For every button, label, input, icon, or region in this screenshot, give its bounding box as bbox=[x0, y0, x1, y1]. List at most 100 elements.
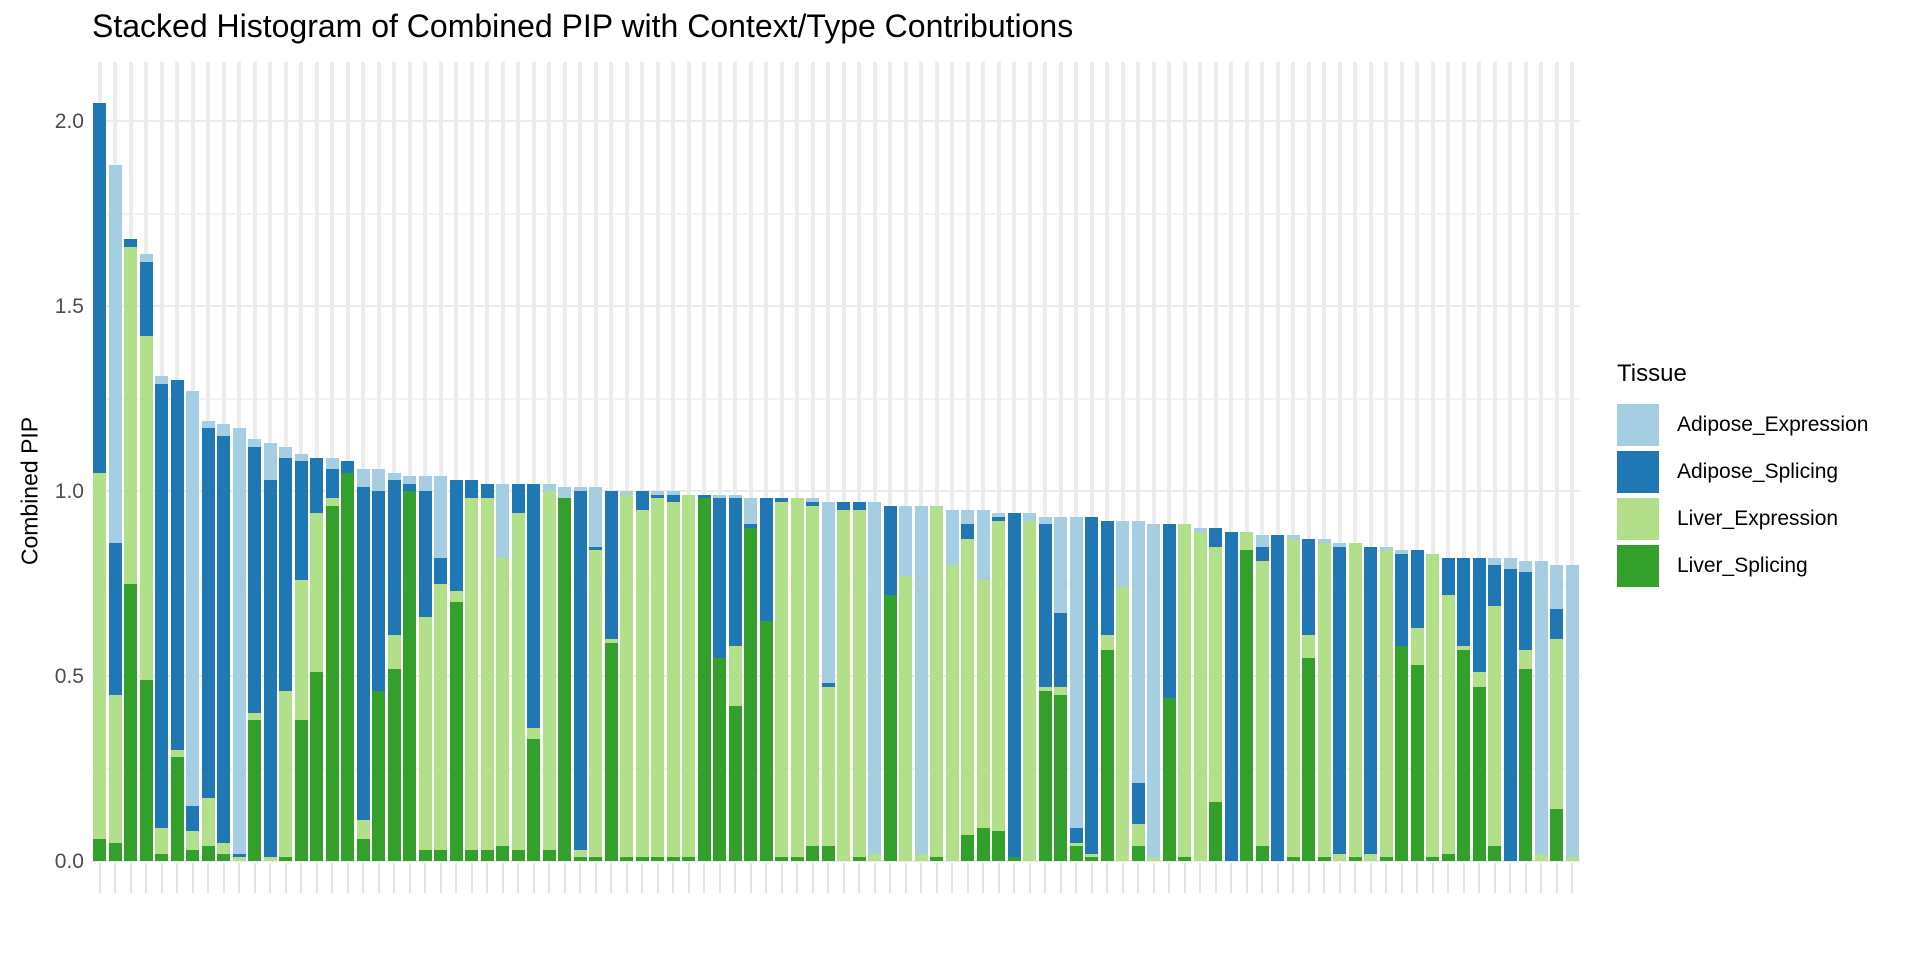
x-gridline-stripe bbox=[1306, 62, 1311, 861]
x-gridline-stripe bbox=[934, 62, 939, 861]
legend-item: Liver_Expression bbox=[1617, 498, 1917, 540]
bar-segment-adipose_splicing bbox=[1007, 513, 1021, 858]
x-axis-tick-mark bbox=[222, 863, 225, 893]
bar-slot bbox=[1456, 62, 1472, 861]
bar-slot bbox=[914, 62, 930, 861]
x-axis-tick bbox=[681, 861, 697, 895]
bar-stack bbox=[480, 483, 494, 861]
bar-stack bbox=[651, 491, 665, 861]
bar-slot bbox=[1131, 62, 1147, 861]
bar-stack bbox=[1426, 553, 1440, 861]
bar-segment-adipose_splicing bbox=[1441, 557, 1455, 595]
x-axis-tick bbox=[1100, 861, 1116, 895]
bar-stack bbox=[1038, 516, 1052, 861]
x-axis-tick bbox=[1193, 861, 1209, 895]
bar-segment-liver_splicing bbox=[713, 657, 727, 861]
bar-segment-liver_splicing bbox=[1395, 646, 1409, 861]
x-axis-tick-mark bbox=[1214, 863, 1217, 893]
bar-segment-adipose_expression bbox=[232, 428, 246, 854]
bar-segment-liver_expression bbox=[930, 505, 944, 858]
bar-slot bbox=[1022, 62, 1038, 861]
x-gridline-stripe bbox=[841, 62, 846, 861]
bar-stack bbox=[1147, 524, 1161, 861]
x-axis-tick bbox=[170, 861, 186, 895]
x-axis-tick-mark bbox=[470, 863, 473, 893]
x-axis-tick-mark bbox=[610, 863, 613, 893]
x-axis-tick bbox=[821, 861, 837, 895]
bar-segment-adipose_splicing bbox=[728, 498, 742, 647]
bar-segment-adipose_expression bbox=[496, 483, 510, 558]
bar-segment-adipose_splicing bbox=[744, 524, 758, 528]
bar-segment-liver_splicing bbox=[744, 528, 758, 861]
bar-segment-adipose_splicing bbox=[1224, 531, 1238, 861]
bar-segment-liver_splicing bbox=[1488, 846, 1502, 861]
x-axis-tick bbox=[1069, 861, 1085, 895]
bar-slot bbox=[821, 62, 837, 861]
bar-slot bbox=[1038, 62, 1054, 861]
x-axis-tick-mark bbox=[284, 863, 287, 893]
bar-segment-adipose_splicing bbox=[1271, 535, 1285, 861]
bar-stack bbox=[155, 376, 169, 861]
bar-segment-liver_splicing bbox=[1255, 846, 1269, 861]
bar-segment-adipose_expression bbox=[1193, 528, 1207, 532]
x-axis-tick bbox=[1255, 861, 1271, 895]
x-axis-tick-mark bbox=[734, 863, 737, 893]
bar-segment-adipose_expression bbox=[248, 439, 262, 447]
bar-slot bbox=[1177, 62, 1193, 861]
bar-segment-liver_expression bbox=[480, 498, 494, 850]
x-axis-tick-mark bbox=[1478, 863, 1481, 893]
bar-stack bbox=[124, 239, 138, 861]
x-gridline-stripe bbox=[1120, 62, 1125, 861]
bar-stack bbox=[232, 428, 246, 861]
x-gridline-stripe bbox=[593, 62, 598, 861]
x-axis-tick bbox=[325, 861, 341, 895]
x-axis-tick-mark bbox=[114, 863, 117, 893]
bar-segment-adipose_expression bbox=[1379, 546, 1393, 551]
x-axis-tick-mark bbox=[160, 863, 163, 893]
bar-slot bbox=[1239, 62, 1255, 861]
bar-segment-adipose_expression bbox=[279, 446, 293, 458]
bar-stack bbox=[666, 491, 680, 861]
bar-segment-adipose_expression bbox=[744, 498, 758, 525]
x-axis-tick-mark bbox=[238, 863, 241, 893]
bar-segment-liver_splicing bbox=[1240, 550, 1254, 861]
bar-stack bbox=[1550, 565, 1564, 861]
bar-segment-liver_expression bbox=[666, 502, 680, 858]
x-gridline-stripe bbox=[578, 62, 583, 861]
bar-segment-adipose_expression bbox=[620, 491, 634, 495]
x-gridline-stripe bbox=[1167, 62, 1172, 861]
bar-stack bbox=[527, 483, 541, 861]
y-tick-label: 0.0 bbox=[54, 850, 84, 873]
bar-segment-liver_expression bbox=[387, 635, 401, 669]
bar-slot bbox=[356, 62, 372, 861]
bar-segment-liver_expression bbox=[93, 472, 107, 839]
x-axis-tick-mark bbox=[1152, 863, 1155, 893]
x-axis-tick bbox=[123, 861, 139, 895]
bar-stack bbox=[1054, 516, 1068, 861]
bar-segment-adipose_expression bbox=[201, 420, 215, 429]
x-axis-tick bbox=[573, 861, 589, 895]
legend-items: Adipose_Expression Adipose_Splicing Liver_… bbox=[1617, 404, 1917, 587]
bar-segment-liver_splicing bbox=[1085, 857, 1099, 861]
x-axis-tick-mark bbox=[346, 863, 349, 893]
x-gridline-stripe bbox=[1539, 62, 1544, 861]
bar-slot bbox=[1317, 62, 1333, 861]
bar-slot bbox=[635, 62, 651, 861]
bar-stack bbox=[542, 483, 556, 861]
x-axis-tick bbox=[883, 861, 899, 895]
x-axis-tick bbox=[1363, 861, 1379, 895]
x-axis-tick-mark bbox=[1121, 863, 1124, 893]
x-axis-tick-mark bbox=[858, 863, 861, 893]
bar-segment-adipose_splicing bbox=[1255, 546, 1269, 562]
bar-segment-liver_expression bbox=[1333, 853, 1347, 861]
bar-slot bbox=[1115, 62, 1131, 861]
bar-segment-liver_expression bbox=[1286, 539, 1300, 858]
x-axis-tick bbox=[1007, 861, 1023, 895]
bar-segment-liver_splicing bbox=[558, 498, 572, 861]
bar-segment-liver_expression bbox=[821, 687, 835, 847]
x-axis-tick-mark bbox=[641, 863, 644, 893]
x-axis-tick-mark bbox=[920, 863, 923, 893]
bar-stack bbox=[1116, 520, 1130, 861]
x-gridline-stripe bbox=[1089, 62, 1094, 861]
x-gridline-stripe bbox=[1027, 62, 1032, 861]
